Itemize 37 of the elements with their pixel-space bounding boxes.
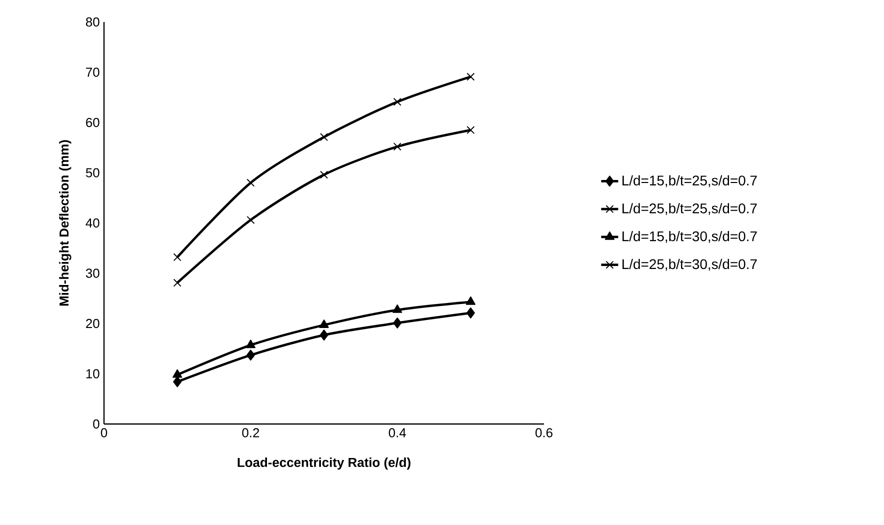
point (173, 376, 182, 388)
point (466, 72, 475, 81)
point (466, 296, 476, 305)
point (393, 142, 402, 151)
point (320, 330, 328, 341)
x-tick-label: 0.4 (388, 428, 406, 438)
point (320, 133, 328, 142)
point (393, 318, 402, 328)
y-tick-label: 60 (86, 118, 100, 128)
x-tick-label: 0.6 (536, 428, 552, 438)
legend-label: L/d=25,b/t=25,s/d=0.7 (622, 203, 757, 215)
point (173, 278, 182, 287)
point (466, 126, 475, 134)
point (392, 304, 402, 313)
y-tick-label: 30 (86, 268, 100, 278)
legend-label: L/d=15,b/t=30,s/d=0.7 (622, 230, 757, 243)
y-tick-label: 10 (86, 369, 100, 378)
x-axis-title: Load-eccentricity Ratio (e/d) (238, 458, 410, 470)
x-tick-label: 0.2 (242, 428, 260, 438)
y-axis-title: Mid-height Deflection (mm) (59, 140, 72, 306)
point (172, 369, 182, 378)
point (320, 170, 328, 179)
y-tick-label: 20 (86, 318, 100, 328)
x-tick-label: 0 (100, 428, 108, 438)
legend-label: L/d=15,b/t=25,s/d=0.7 (622, 175, 757, 188)
y-tick-label: 40 (86, 218, 100, 228)
y-tick-label: 80 (86, 17, 100, 27)
y-tick-label: 70 (86, 68, 100, 77)
point (319, 320, 329, 328)
legend-label: L/d=25,b/t=30,s/d=0.7 (622, 258, 757, 271)
point (246, 340, 256, 348)
y-tick-label: 50 (86, 168, 100, 178)
point (173, 253, 182, 262)
point (393, 98, 402, 106)
point (246, 350, 255, 361)
y-tick-label: 0 (93, 419, 100, 429)
point (466, 307, 475, 318)
